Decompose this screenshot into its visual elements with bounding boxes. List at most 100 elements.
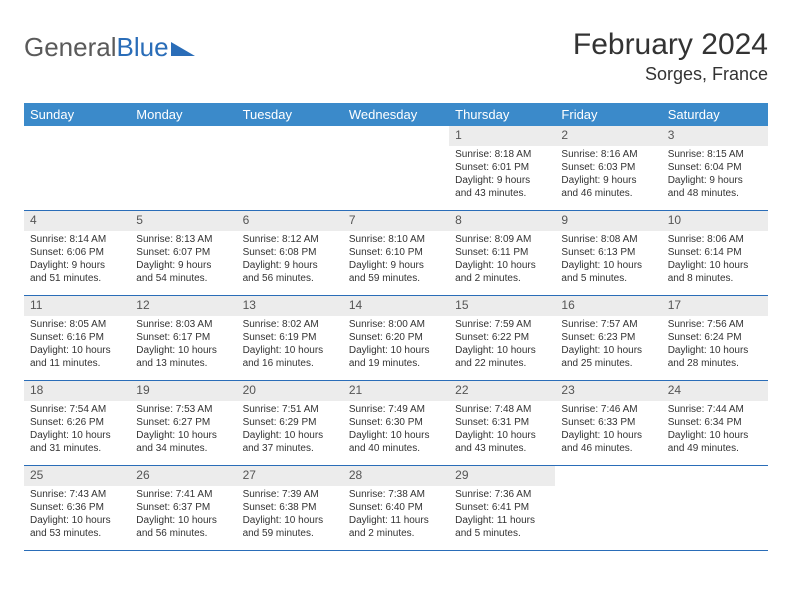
sunrise-line: Sunrise: 7:54 AM [30,403,124,416]
calendar-cell: 27Sunrise: 7:39 AMSunset: 6:38 PMDayligh… [237,466,343,550]
calendar-cell: 24Sunrise: 7:44 AMSunset: 6:34 PMDayligh… [662,381,768,465]
calendar-cell-empty [555,466,661,550]
sunrise-line: Sunrise: 8:15 AM [668,148,762,161]
day-number [555,466,661,484]
sunset-line: Sunset: 6:17 PM [136,331,230,344]
daylight-line: Daylight: 10 hours and 28 minutes. [668,344,762,370]
calendar-body: 1Sunrise: 8:18 AMSunset: 6:01 PMDaylight… [24,126,768,551]
daylight-line: Daylight: 10 hours and 37 minutes. [243,429,337,455]
cell-body: Sunrise: 8:15 AMSunset: 6:04 PMDaylight:… [662,146,768,204]
sunset-line: Sunset: 6:23 PM [561,331,655,344]
cell-body: Sunrise: 7:51 AMSunset: 6:29 PMDaylight:… [237,401,343,459]
sunset-line: Sunset: 6:08 PM [243,246,337,259]
sunrise-line: Sunrise: 8:14 AM [30,233,124,246]
calendar-cell: 10Sunrise: 8:06 AMSunset: 6:14 PMDayligh… [662,211,768,295]
sunrise-line: Sunrise: 7:57 AM [561,318,655,331]
calendar-cell: 12Sunrise: 8:03 AMSunset: 6:17 PMDayligh… [130,296,236,380]
daylight-line: Daylight: 10 hours and 8 minutes. [668,259,762,285]
brand-part1: General [24,32,117,63]
sunrise-line: Sunrise: 7:36 AM [455,488,549,501]
weekday-header: Sunday [24,103,130,126]
daylight-line: Daylight: 10 hours and 13 minutes. [136,344,230,370]
sunset-line: Sunset: 6:06 PM [30,246,124,259]
sunset-line: Sunset: 6:26 PM [30,416,124,429]
sunset-line: Sunset: 6:38 PM [243,501,337,514]
daylight-line: Daylight: 11 hours and 2 minutes. [349,514,443,540]
cell-body: Sunrise: 7:59 AMSunset: 6:22 PMDaylight:… [449,316,555,374]
cell-body: Sunrise: 8:12 AMSunset: 6:08 PMDaylight:… [237,231,343,289]
sunrise-line: Sunrise: 8:18 AM [455,148,549,161]
sunrise-line: Sunrise: 8:10 AM [349,233,443,246]
day-number: 13 [237,296,343,316]
calendar-cell: 13Sunrise: 8:02 AMSunset: 6:19 PMDayligh… [237,296,343,380]
cell-body: Sunrise: 7:49 AMSunset: 6:30 PMDaylight:… [343,401,449,459]
calendar-cell: 18Sunrise: 7:54 AMSunset: 6:26 PMDayligh… [24,381,130,465]
daylight-line: Daylight: 9 hours and 48 minutes. [668,174,762,200]
calendar-cell: 16Sunrise: 7:57 AMSunset: 6:23 PMDayligh… [555,296,661,380]
page-header: GeneralBlue February 2024 Sorges, France [24,28,768,85]
sunrise-line: Sunrise: 7:53 AM [136,403,230,416]
sunset-line: Sunset: 6:03 PM [561,161,655,174]
daylight-line: Daylight: 10 hours and 56 minutes. [136,514,230,540]
brand-part2: Blue [117,32,169,63]
day-number: 19 [130,381,236,401]
calendar-cell: 25Sunrise: 7:43 AMSunset: 6:36 PMDayligh… [24,466,130,550]
day-number: 9 [555,211,661,231]
sunset-line: Sunset: 6:27 PM [136,416,230,429]
calendar-week: 11Sunrise: 8:05 AMSunset: 6:16 PMDayligh… [24,296,768,381]
sunset-line: Sunset: 6:36 PM [30,501,124,514]
day-number: 27 [237,466,343,486]
day-number [237,126,343,144]
daylight-line: Daylight: 9 hours and 54 minutes. [136,259,230,285]
sunset-line: Sunset: 6:04 PM [668,161,762,174]
cell-body: Sunrise: 7:48 AMSunset: 6:31 PMDaylight:… [449,401,555,459]
cell-body: Sunrise: 8:02 AMSunset: 6:19 PMDaylight:… [237,316,343,374]
calendar-cell-empty [662,466,768,550]
sunrise-line: Sunrise: 8:16 AM [561,148,655,161]
cell-body: Sunrise: 7:54 AMSunset: 6:26 PMDaylight:… [24,401,130,459]
daylight-line: Daylight: 10 hours and 34 minutes. [136,429,230,455]
day-number: 6 [237,211,343,231]
cell-body: Sunrise: 8:05 AMSunset: 6:16 PMDaylight:… [24,316,130,374]
calendar-cell: 22Sunrise: 7:48 AMSunset: 6:31 PMDayligh… [449,381,555,465]
daylight-line: Daylight: 9 hours and 51 minutes. [30,259,124,285]
daylight-line: Daylight: 10 hours and 5 minutes. [561,259,655,285]
day-number: 29 [449,466,555,486]
day-number: 2 [555,126,661,146]
daylight-line: Daylight: 10 hours and 19 minutes. [349,344,443,370]
sunset-line: Sunset: 6:40 PM [349,501,443,514]
sunset-line: Sunset: 6:07 PM [136,246,230,259]
sunset-line: Sunset: 6:11 PM [455,246,549,259]
day-number: 10 [662,211,768,231]
calendar-cell: 17Sunrise: 7:56 AMSunset: 6:24 PMDayligh… [662,296,768,380]
location-label: Sorges, France [573,64,768,85]
weekday-header: Saturday [662,103,768,126]
sunrise-line: Sunrise: 7:46 AM [561,403,655,416]
title-block: February 2024 Sorges, France [573,28,768,85]
cell-body: Sunrise: 7:46 AMSunset: 6:33 PMDaylight:… [555,401,661,459]
calendar-cell: 11Sunrise: 8:05 AMSunset: 6:16 PMDayligh… [24,296,130,380]
sunrise-line: Sunrise: 7:38 AM [349,488,443,501]
sunset-line: Sunset: 6:19 PM [243,331,337,344]
day-number: 1 [449,126,555,146]
cell-body: Sunrise: 7:43 AMSunset: 6:36 PMDaylight:… [24,486,130,544]
sunrise-line: Sunrise: 8:05 AM [30,318,124,331]
cell-body: Sunrise: 7:39 AMSunset: 6:38 PMDaylight:… [237,486,343,544]
weekday-header-row: SundayMondayTuesdayWednesdayThursdayFrid… [24,103,768,126]
weekday-header: Wednesday [343,103,449,126]
calendar-cell: 15Sunrise: 7:59 AMSunset: 6:22 PMDayligh… [449,296,555,380]
calendar-cell: 19Sunrise: 7:53 AMSunset: 6:27 PMDayligh… [130,381,236,465]
daylight-line: Daylight: 10 hours and 53 minutes. [30,514,124,540]
day-number: 11 [24,296,130,316]
cell-body: Sunrise: 8:18 AMSunset: 6:01 PMDaylight:… [449,146,555,204]
sunrise-line: Sunrise: 8:02 AM [243,318,337,331]
weekday-header: Tuesday [237,103,343,126]
calendar-cell: 3Sunrise: 8:15 AMSunset: 6:04 PMDaylight… [662,126,768,210]
calendar-cell-empty [343,126,449,210]
sunset-line: Sunset: 6:22 PM [455,331,549,344]
day-number: 8 [449,211,555,231]
sunrise-line: Sunrise: 8:13 AM [136,233,230,246]
day-number: 3 [662,126,768,146]
cell-body: Sunrise: 7:53 AMSunset: 6:27 PMDaylight:… [130,401,236,459]
cell-body: Sunrise: 8:06 AMSunset: 6:14 PMDaylight:… [662,231,768,289]
